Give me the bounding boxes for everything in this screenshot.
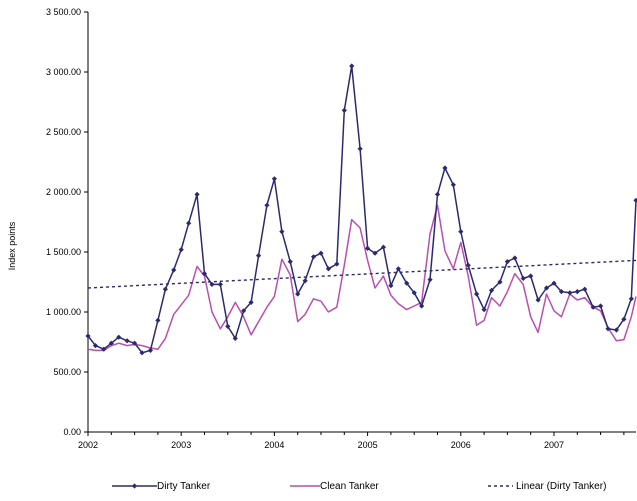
x-tick-label: 2003 bbox=[171, 440, 191, 450]
data-point bbox=[131, 340, 138, 346]
data-point bbox=[318, 250, 324, 256]
data-point bbox=[209, 281, 215, 287]
legend: Dirty Tanker Clean Tanker Linear (Dirty Ta… bbox=[112, 481, 606, 492]
data-point bbox=[225, 323, 231, 329]
x-tick-label: 2005 bbox=[358, 440, 378, 450]
data-point bbox=[116, 334, 122, 340]
data-point bbox=[528, 273, 534, 279]
x-tick-label: 2007 bbox=[544, 440, 564, 450]
data-point bbox=[488, 287, 495, 293]
data-point bbox=[388, 283, 394, 289]
data-point bbox=[349, 63, 355, 69]
legend-marker bbox=[131, 483, 138, 489]
data-point bbox=[380, 244, 387, 250]
data-point bbox=[341, 107, 347, 113]
data-point bbox=[302, 278, 308, 284]
x-tick-label: 2006 bbox=[451, 440, 471, 450]
x-axis-ticks: 2002 2003 2004 2005 2006 2007 bbox=[78, 432, 625, 450]
data-point bbox=[543, 285, 550, 291]
data-point bbox=[334, 261, 340, 267]
data-point bbox=[186, 220, 192, 226]
data-point bbox=[605, 326, 611, 332]
y-axis-title: Index points bbox=[7, 221, 17, 270]
x-tick-label: 2004 bbox=[264, 440, 284, 450]
data-point bbox=[178, 247, 184, 253]
data-point bbox=[241, 308, 247, 314]
y-axis-ticks: 0.00 500.00 1 000.00 1 500.00 2 000.00 2 500.… bbox=[46, 7, 88, 437]
y-tick-label: 2 500.00 bbox=[46, 127, 81, 137]
data-point bbox=[101, 346, 107, 352]
data-point bbox=[162, 286, 168, 292]
data-point bbox=[590, 304, 596, 310]
data-point bbox=[520, 275, 526, 281]
data-point bbox=[465, 262, 471, 268]
data-point bbox=[442, 165, 448, 171]
data-point bbox=[621, 316, 627, 322]
data-point bbox=[567, 290, 573, 296]
data-point bbox=[155, 317, 161, 323]
y-tick-label: 0.00 bbox=[63, 427, 81, 437]
legend-label: Dirty Tanker bbox=[157, 481, 211, 492]
data-point bbox=[574, 289, 580, 295]
data-point bbox=[395, 266, 401, 272]
data-point bbox=[582, 286, 588, 292]
data-point bbox=[613, 327, 620, 333]
data-point bbox=[497, 279, 503, 285]
y-tick-label: 3 000.00 bbox=[46, 67, 81, 77]
data-point bbox=[481, 307, 487, 313]
data-point bbox=[628, 296, 634, 302]
data-point bbox=[512, 255, 518, 261]
data-point bbox=[201, 271, 208, 277]
series-line-linear-dirty-tanker bbox=[87, 259, 637, 289]
x-tick-label: 2002 bbox=[78, 440, 98, 450]
data-point bbox=[450, 182, 456, 188]
legend-label: Clean Tanker bbox=[320, 481, 379, 492]
y-tick-label: 1 500.00 bbox=[46, 247, 81, 257]
data-point bbox=[194, 191, 200, 197]
data-point bbox=[504, 259, 510, 265]
data-point bbox=[357, 146, 363, 152]
data-point bbox=[279, 229, 285, 235]
data-point bbox=[171, 267, 177, 273]
data-point bbox=[287, 259, 293, 265]
y-tick-label: 500.00 bbox=[53, 367, 81, 377]
data-point bbox=[427, 277, 433, 283]
data-point bbox=[458, 229, 464, 235]
data-point bbox=[419, 303, 425, 309]
series-line-clean-tanker bbox=[87, 204, 637, 352]
data-point bbox=[92, 343, 99, 349]
data-point bbox=[271, 176, 277, 182]
data-point bbox=[434, 191, 441, 197]
data-point bbox=[325, 266, 332, 272]
data-point bbox=[147, 347, 154, 353]
data-point bbox=[364, 245, 371, 251]
data-point bbox=[108, 340, 114, 346]
y-tick-label: 1 000.00 bbox=[46, 307, 81, 317]
data-point bbox=[139, 350, 145, 356]
y-tick-label: 3 500.00 bbox=[46, 7, 81, 17]
data-point bbox=[558, 289, 565, 295]
data-point bbox=[404, 280, 410, 286]
data-point bbox=[474, 291, 480, 297]
legend-label: Linear (Dirty Tanker) bbox=[516, 481, 606, 492]
data-point bbox=[217, 281, 223, 287]
data-point bbox=[248, 299, 254, 305]
data-point bbox=[372, 250, 378, 256]
data-point bbox=[124, 338, 130, 344]
data-point bbox=[633, 197, 637, 203]
data-point bbox=[411, 290, 417, 296]
data-point bbox=[310, 254, 317, 260]
data-point bbox=[535, 297, 541, 303]
data-point bbox=[295, 291, 301, 297]
data-point bbox=[255, 253, 262, 259]
data-point bbox=[264, 202, 270, 208]
plot-area: 0.00 500.00 1 000.00 1 500.00 2 000.00 2 500.… bbox=[46, 7, 637, 450]
data-point bbox=[232, 335, 238, 341]
data-point bbox=[597, 303, 604, 309]
data-point bbox=[85, 333, 91, 339]
y-tick-label: 2 000.00 bbox=[46, 187, 81, 197]
data-point bbox=[551, 280, 557, 286]
series-layer bbox=[85, 63, 637, 356]
